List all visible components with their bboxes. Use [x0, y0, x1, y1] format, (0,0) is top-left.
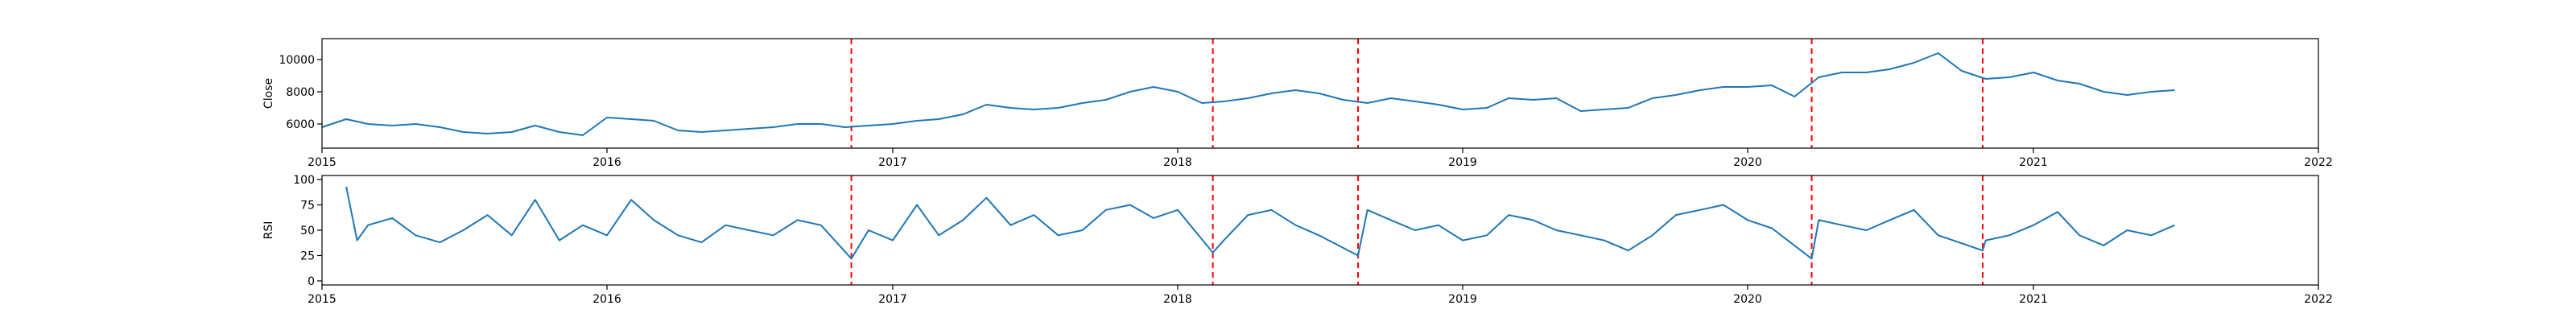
close-y-axis: 6000 8000 10000	[279, 54, 322, 131]
rsi-x-tick-label-7: 2022	[2304, 293, 2333, 306]
rsi-x-tick-label-5: 2020	[1733, 293, 1762, 306]
rsi-y-tick-label-3: 75	[300, 200, 315, 213]
close-y-tick-label-1: 8000	[286, 86, 315, 99]
rsi-y-tick-label-0: 0	[308, 275, 315, 288]
close-x-tick-label-1: 2016	[592, 156, 621, 169]
rsi-x-axis: 2015 2016 2017 2018 2019 2020 2021 2022	[308, 285, 2333, 306]
close-x-tick-label-7: 2022	[2304, 156, 2333, 169]
rsi-series-line-0	[345, 186, 2175, 260]
rsi-y-tick-label-4: 100	[293, 174, 315, 187]
close-price-chart: 2015 2016 2017 2018 2019 2020 2021 2022 6000 800…	[262, 38, 2333, 169]
close-x-tick-label-3: 2018	[1163, 156, 1192, 169]
close-y-tick-label-2: 10000	[279, 54, 315, 67]
rsi-chart: 2015 2016 2017 2018 2019 2020 2021 2022 0 25 50 75…	[262, 174, 2333, 306]
close-series-lines	[321, 52, 2175, 136]
close-x-tick-label-6: 2021	[2019, 156, 2048, 169]
close-series-line-0	[321, 52, 2175, 136]
close-event-lines	[850, 39, 1984, 148]
close-x-tick-label-5: 2020	[1733, 156, 1762, 169]
rsi-x-tick-label-3: 2018	[1163, 293, 1192, 306]
rsi-x-tick-label-2: 2017	[878, 293, 907, 306]
rsi-y-axis: 0 25 50 75 100	[293, 174, 322, 288]
close-x-tick-label-2: 2017	[878, 156, 907, 169]
rsi-x-tick-label-0: 2015	[308, 293, 336, 306]
rsi-event-lines	[850, 175, 1984, 285]
close-y-tick-label-0: 6000	[286, 118, 315, 131]
close-x-tick-label-0: 2015	[308, 156, 336, 169]
close-x-axis: 2015 2016 2017 2018 2019 2020 2021 2022	[308, 148, 2333, 169]
rsi-x-tick-label-6: 2021	[2019, 293, 2048, 306]
rsi-series-lines	[345, 186, 2175, 260]
rsi-y-tick-label-2: 50	[300, 225, 315, 237]
rsi-y-tick-label-1: 25	[300, 250, 315, 262]
close-x-tick-label-4: 2019	[1448, 156, 1477, 169]
rsi-y-axis-label: RSI	[262, 221, 275, 240]
close-y-axis-label: Close	[262, 78, 275, 109]
rsi-x-tick-label-4: 2019	[1448, 293, 1477, 306]
close-axes-frame	[321, 38, 2319, 149]
rsi-x-tick-label-1: 2016	[592, 293, 621, 306]
